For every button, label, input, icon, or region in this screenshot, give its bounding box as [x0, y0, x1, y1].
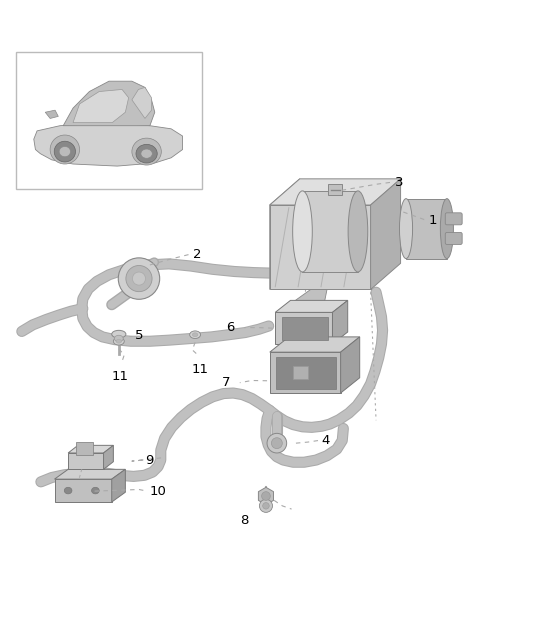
Ellipse shape — [190, 331, 201, 338]
Ellipse shape — [348, 191, 368, 272]
Text: 5: 5 — [135, 329, 143, 342]
Bar — [16, 52, 202, 188]
Text: 6: 6 — [226, 321, 234, 334]
Ellipse shape — [440, 198, 453, 259]
Text: 9: 9 — [146, 453, 154, 467]
Polygon shape — [104, 445, 113, 469]
Circle shape — [132, 272, 146, 285]
Polygon shape — [270, 352, 341, 393]
Polygon shape — [73, 89, 129, 122]
Ellipse shape — [399, 198, 413, 259]
Circle shape — [263, 502, 269, 509]
Ellipse shape — [132, 138, 161, 165]
Polygon shape — [270, 179, 401, 205]
FancyBboxPatch shape — [328, 184, 342, 195]
Polygon shape — [282, 317, 328, 340]
Ellipse shape — [112, 330, 126, 338]
Polygon shape — [341, 337, 360, 393]
Polygon shape — [63, 81, 155, 126]
Circle shape — [267, 433, 287, 453]
Ellipse shape — [293, 191, 312, 272]
Polygon shape — [68, 445, 113, 453]
Polygon shape — [270, 337, 360, 352]
Ellipse shape — [136, 144, 158, 163]
Ellipse shape — [54, 141, 76, 162]
Circle shape — [259, 499, 272, 512]
Polygon shape — [112, 469, 125, 502]
Polygon shape — [54, 479, 112, 502]
Text: 10: 10 — [150, 485, 167, 497]
Ellipse shape — [92, 487, 99, 494]
Text: 4: 4 — [322, 434, 330, 447]
Polygon shape — [275, 300, 348, 312]
Ellipse shape — [114, 335, 123, 342]
Text: 11: 11 — [192, 363, 209, 376]
Text: 2: 2 — [193, 247, 202, 261]
Text: 7: 7 — [221, 376, 230, 389]
Polygon shape — [270, 205, 371, 290]
Text: 8: 8 — [240, 514, 248, 526]
Ellipse shape — [59, 146, 71, 157]
Polygon shape — [34, 124, 183, 166]
Polygon shape — [293, 366, 308, 379]
Circle shape — [118, 258, 160, 300]
Ellipse shape — [64, 487, 72, 494]
Ellipse shape — [50, 135, 80, 164]
FancyBboxPatch shape — [445, 232, 462, 244]
Polygon shape — [406, 198, 447, 259]
Text: 11: 11 — [112, 370, 129, 382]
Circle shape — [126, 266, 152, 291]
Polygon shape — [275, 312, 332, 344]
FancyBboxPatch shape — [76, 441, 93, 455]
Ellipse shape — [116, 339, 122, 343]
Circle shape — [271, 438, 282, 448]
Polygon shape — [54, 469, 125, 479]
FancyBboxPatch shape — [445, 213, 462, 225]
Polygon shape — [371, 179, 401, 290]
Polygon shape — [270, 179, 300, 290]
Polygon shape — [45, 110, 58, 119]
Polygon shape — [276, 357, 336, 389]
Ellipse shape — [192, 333, 198, 337]
Polygon shape — [292, 290, 327, 303]
Polygon shape — [132, 87, 152, 119]
Polygon shape — [302, 191, 358, 272]
Polygon shape — [332, 300, 348, 344]
Circle shape — [262, 492, 270, 501]
Text: 1: 1 — [429, 214, 438, 227]
Ellipse shape — [113, 337, 124, 345]
Polygon shape — [68, 453, 104, 469]
Text: 3: 3 — [395, 176, 404, 188]
Ellipse shape — [141, 149, 153, 158]
